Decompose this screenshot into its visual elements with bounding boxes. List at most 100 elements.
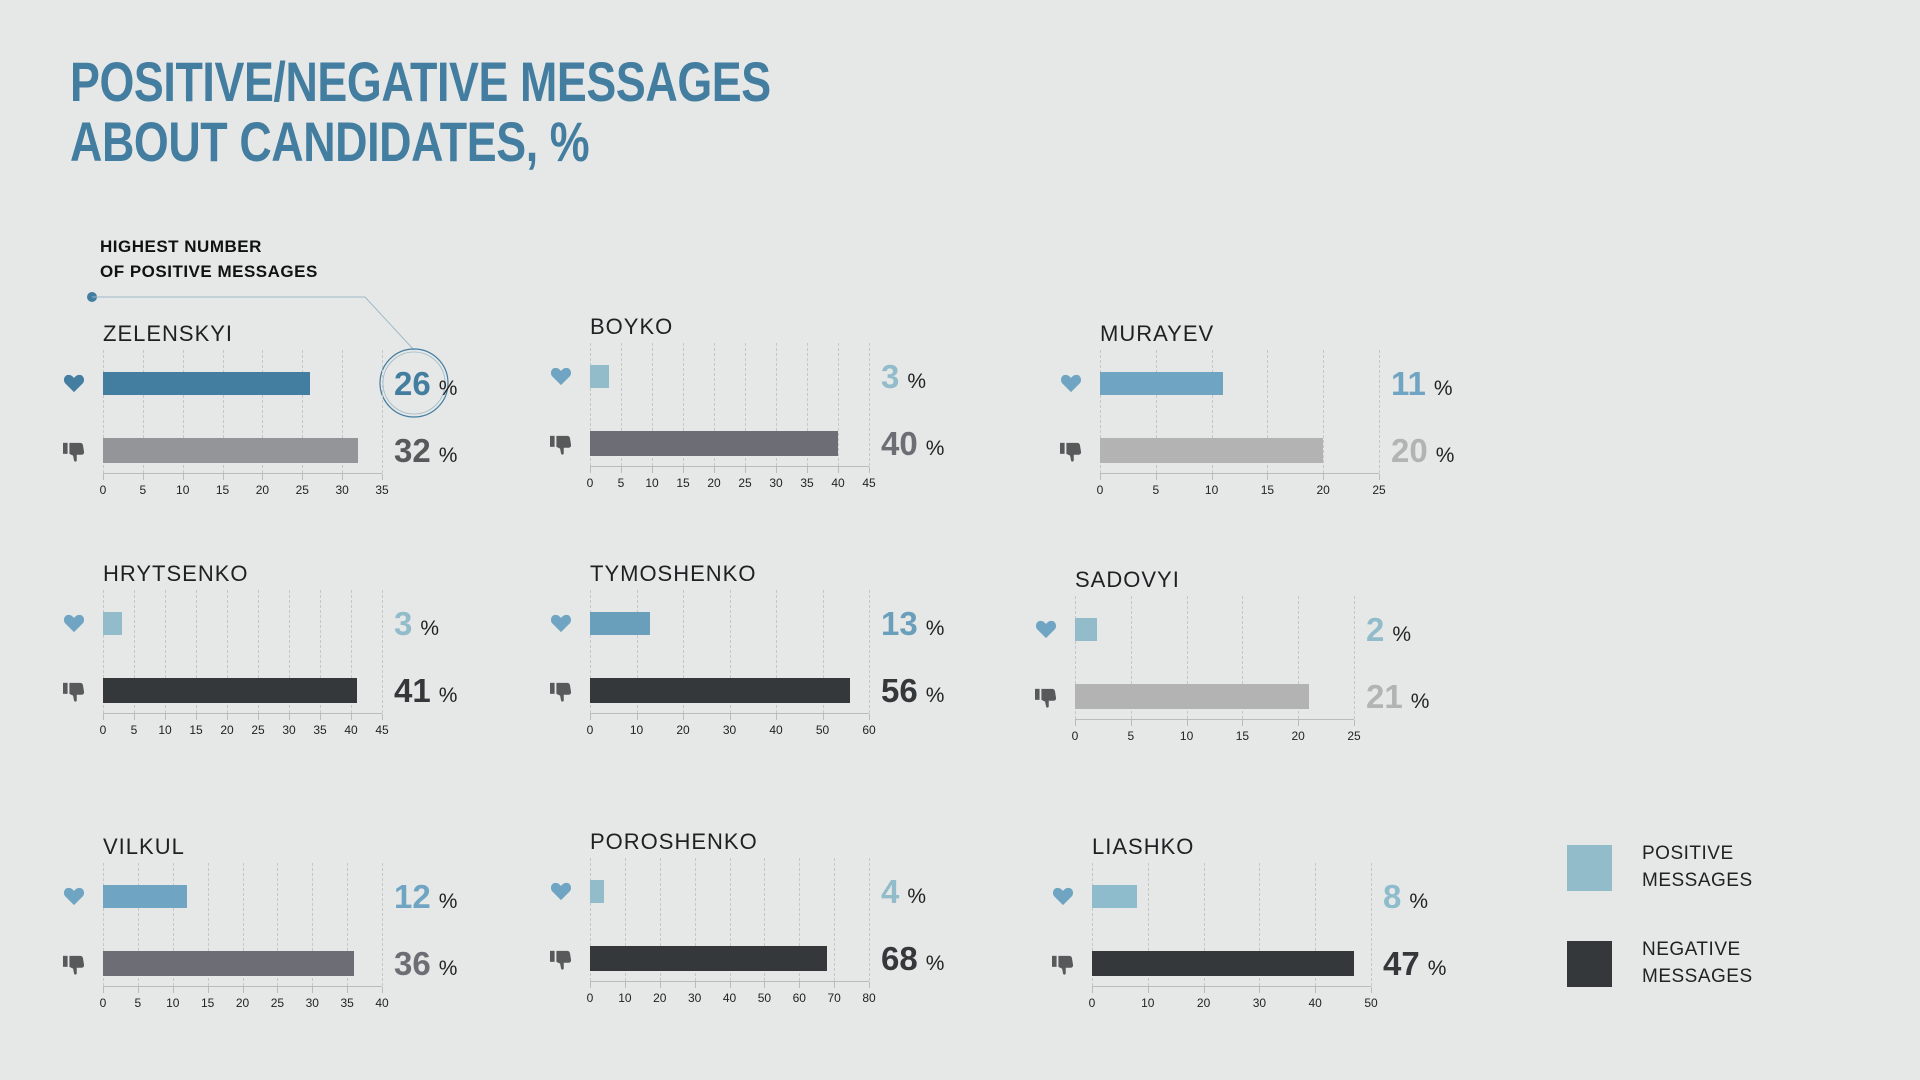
- grid-line: [347, 863, 349, 986]
- axis-tick: [165, 714, 166, 720]
- tick-label: 30: [335, 483, 349, 497]
- percent-sign: %: [925, 617, 945, 640]
- axis-tick: [714, 467, 715, 473]
- negative-bar: [590, 678, 851, 703]
- annotation-line: [92, 296, 415, 351]
- grid-line: [822, 590, 824, 713]
- axis-tick: [1242, 720, 1244, 726]
- axis-tick: [729, 714, 731, 720]
- axis-tick: [222, 474, 224, 480]
- positive-value: 3%: [881, 359, 926, 400]
- axis-tick: [103, 714, 104, 720]
- tick-label: 25: [270, 996, 285, 1010]
- axis-tick: [1203, 987, 1205, 993]
- page-title: POSITIVE/NEGATIVE MESSAGES ABOUT CANDIDA…: [70, 52, 771, 172]
- axis-tick: [807, 467, 808, 473]
- tick-label: 60: [792, 991, 806, 1005]
- axis-tick: [1130, 720, 1132, 726]
- grid-line: [1130, 596, 1132, 719]
- tick-label: 5: [1152, 483, 1160, 497]
- grid-line: [714, 343, 715, 466]
- negative-value-number: 32: [394, 432, 431, 469]
- grid-line: [764, 858, 766, 981]
- positive-value-number: 26: [394, 365, 431, 402]
- percent-sign: %: [420, 617, 440, 640]
- negative-bar: [103, 438, 359, 463]
- positive-value-number: 3: [881, 358, 900, 395]
- positive-bar: [590, 612, 651, 635]
- axis-tick: [869, 467, 870, 473]
- positive-value-number: 8: [1383, 878, 1402, 915]
- positive-bar: [1100, 372, 1223, 395]
- negative-value: 47%: [1383, 946, 1446, 987]
- x-axis: [1092, 986, 1371, 987]
- tick-label: 0: [99, 483, 107, 497]
- x-axis: [103, 986, 382, 987]
- grid-line: [1242, 596, 1244, 719]
- positive-value-number: 2: [1366, 611, 1385, 648]
- negative-bar: [590, 431, 838, 456]
- axis-tick: [659, 982, 661, 988]
- percent-sign: %: [438, 444, 458, 467]
- thumbs-down-icon: [63, 681, 85, 703]
- axis-tick: [1315, 987, 1317, 993]
- axis-tick: [869, 714, 870, 720]
- percent-sign: %: [438, 890, 458, 913]
- grid-line: [277, 863, 279, 986]
- tick-label: 0: [1071, 729, 1079, 743]
- axis-tick: [1075, 720, 1076, 726]
- grid-line: [834, 858, 836, 981]
- chart-panel-poroshenko: POROSHENKO 0 10 20 30 40 50 60 70 80 4% 68%: [550, 829, 1010, 1029]
- tick-label: 50: [757, 991, 772, 1005]
- axis-tick: [302, 474, 304, 480]
- axis-tick: [182, 474, 184, 480]
- negative-value: 56%: [881, 673, 944, 714]
- axis-tick: [729, 982, 731, 988]
- heart-icon: [1035, 619, 1057, 641]
- tick-label: 35: [375, 483, 389, 497]
- grid-line: [636, 590, 638, 713]
- tick-label: 10: [618, 991, 632, 1005]
- tick-label: 5: [1127, 729, 1135, 743]
- grid-line: [137, 863, 139, 986]
- positive-value-number: 11: [1391, 365, 1426, 402]
- grid-line: [1323, 350, 1325, 473]
- grid-line: [590, 590, 591, 713]
- percent-sign: %: [925, 952, 945, 975]
- legend-negative-label: NEGATIVE MESSAGES: [1642, 936, 1753, 990]
- axis-tick: [590, 714, 591, 720]
- axis-tick: [242, 987, 244, 993]
- grid-line: [1354, 596, 1355, 719]
- tick-label: 15: [1235, 729, 1250, 743]
- tick-label: 0: [99, 723, 107, 737]
- tick-label: 15: [676, 476, 690, 490]
- tick-label: 70: [827, 991, 841, 1005]
- negative-value-number: 20: [1391, 432, 1428, 469]
- grid-line: [242, 863, 244, 986]
- candidate-name: LIASHKO: [1092, 834, 1195, 859]
- x-axis: [103, 473, 382, 474]
- x-axis: [590, 713, 869, 714]
- axis-tick: [1371, 987, 1372, 993]
- grid-line: [1186, 596, 1188, 719]
- grid-line: [227, 590, 228, 713]
- tick-label: 50: [1364, 996, 1378, 1010]
- tick-label: 35: [800, 476, 814, 490]
- axis-tick: [1186, 720, 1188, 726]
- grid-line: [103, 590, 104, 713]
- thumbs-down-icon: [550, 681, 572, 703]
- tick-label: 5: [134, 996, 142, 1010]
- grid-line: [196, 590, 197, 713]
- x-axis: [1100, 473, 1379, 474]
- candidate-name: POROSHENKO: [590, 829, 758, 854]
- tick-label: 0: [1096, 483, 1104, 497]
- axis-tick: [227, 714, 228, 720]
- grid-line: [142, 350, 144, 473]
- grid-line: [342, 350, 344, 473]
- tick-label: 20: [1316, 483, 1330, 497]
- grid-line: [222, 350, 224, 473]
- axis-tick: [694, 982, 696, 988]
- legend-positive-line1: POSITIVE: [1642, 843, 1734, 864]
- tick-label: 20: [255, 483, 270, 497]
